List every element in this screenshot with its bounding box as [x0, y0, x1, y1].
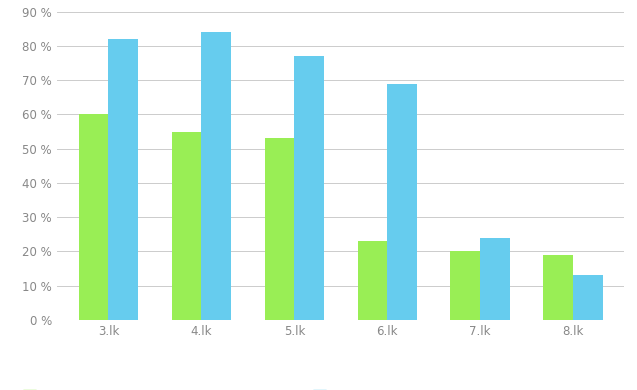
Bar — [294, 56, 324, 320]
Bar — [450, 251, 480, 320]
Bar — [108, 39, 138, 320]
Bar — [264, 138, 294, 320]
Bar — [543, 255, 573, 320]
Bar — [573, 275, 603, 320]
Bar — [171, 131, 201, 320]
Bar — [480, 238, 510, 320]
Bar — [79, 114, 108, 320]
Bar — [357, 241, 387, 320]
Bar — [387, 83, 417, 320]
Bar — [201, 32, 231, 320]
